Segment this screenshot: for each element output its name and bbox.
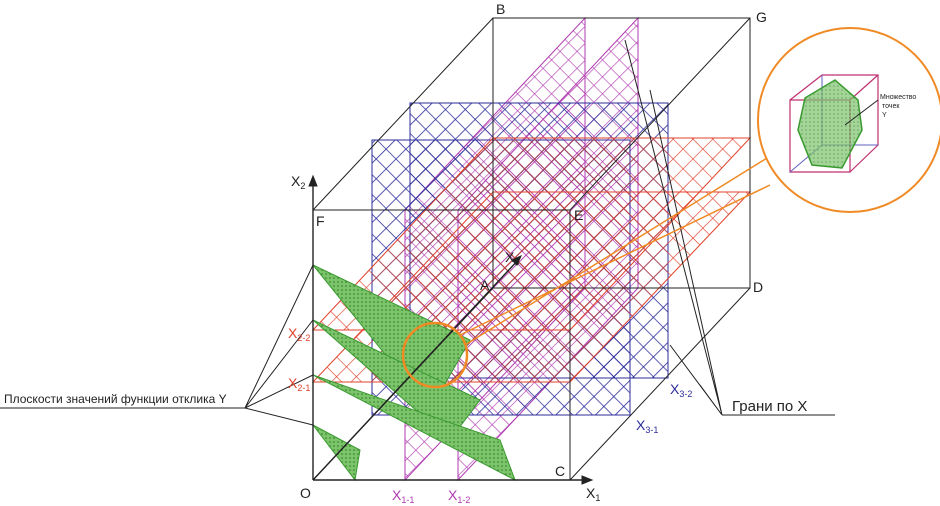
label-sub: 2-2 (297, 333, 310, 343)
caption-line: Множество (880, 94, 916, 101)
zoom (401, 27, 940, 389)
label-main: X (291, 173, 301, 189)
leader-lines (0, 39, 835, 426)
cube-edges (312, 17, 751, 481)
point-set-label: Множество точек Y (880, 94, 916, 119)
point-label: E (574, 207, 583, 223)
texts: B G F E A D C O X2 X3 X1 X1-1 X1-2 X2-2 … (4, 1, 916, 505)
inset-set (797, 79, 863, 169)
response-plane (312, 319, 481, 441)
point-label: O (300, 485, 311, 501)
response-planes-label: Плоскости значений функции отклика Y (4, 392, 227, 406)
label-main: X (670, 381, 680, 397)
response-plane (312, 374, 516, 482)
plane-label: X3-1 (636, 417, 658, 435)
arrowheads (308, 174, 594, 485)
label-sub: 3-1 (645, 425, 658, 435)
axis-label: X3 (505, 249, 519, 267)
point-label: A (480, 277, 490, 293)
plane-label: X3-2 (670, 381, 692, 399)
point-label: C (555, 463, 565, 479)
response-plane (312, 424, 361, 482)
axis-label: X2 (291, 173, 305, 191)
response-plane (312, 264, 471, 411)
label-sub: 3-2 (679, 389, 692, 399)
plane-label: X1-2 (448, 487, 470, 505)
label-main: X (586, 485, 596, 501)
faces-label: Грани по X (732, 398, 807, 415)
label-sub: 2-1 (297, 383, 310, 393)
point-label: D (753, 279, 763, 295)
leaders (0, 39, 835, 426)
plane-label: X2-2 (288, 325, 310, 343)
planes (311, 16, 752, 482)
label-main: X (448, 487, 458, 503)
label-main: X (505, 249, 515, 265)
plane-label: X2-1 (288, 375, 310, 393)
point-label: B (496, 1, 505, 17)
caption-line: точек (880, 103, 900, 110)
cube (308, 17, 751, 485)
label-sub: 3 (514, 257, 519, 267)
axes (312, 178, 590, 481)
label-main: X (636, 417, 646, 433)
label-sub: 1 (595, 493, 600, 503)
label-sub: 1-2 (457, 495, 470, 505)
inset-leader (844, 99, 879, 126)
label-main: X (288, 325, 298, 341)
plane-label: X1-1 (392, 487, 414, 505)
axis-label: X1 (586, 485, 600, 503)
zoom-connector (459, 149, 781, 346)
label-main: X (288, 375, 298, 391)
point-label: F (316, 213, 325, 229)
point-label: G (756, 9, 767, 25)
label-main: X (392, 487, 402, 503)
label-sub: 1-1 (401, 495, 414, 505)
label-sub: 2 (300, 181, 305, 191)
zoom-source (401, 321, 469, 389)
caption-line: Y (880, 112, 887, 119)
